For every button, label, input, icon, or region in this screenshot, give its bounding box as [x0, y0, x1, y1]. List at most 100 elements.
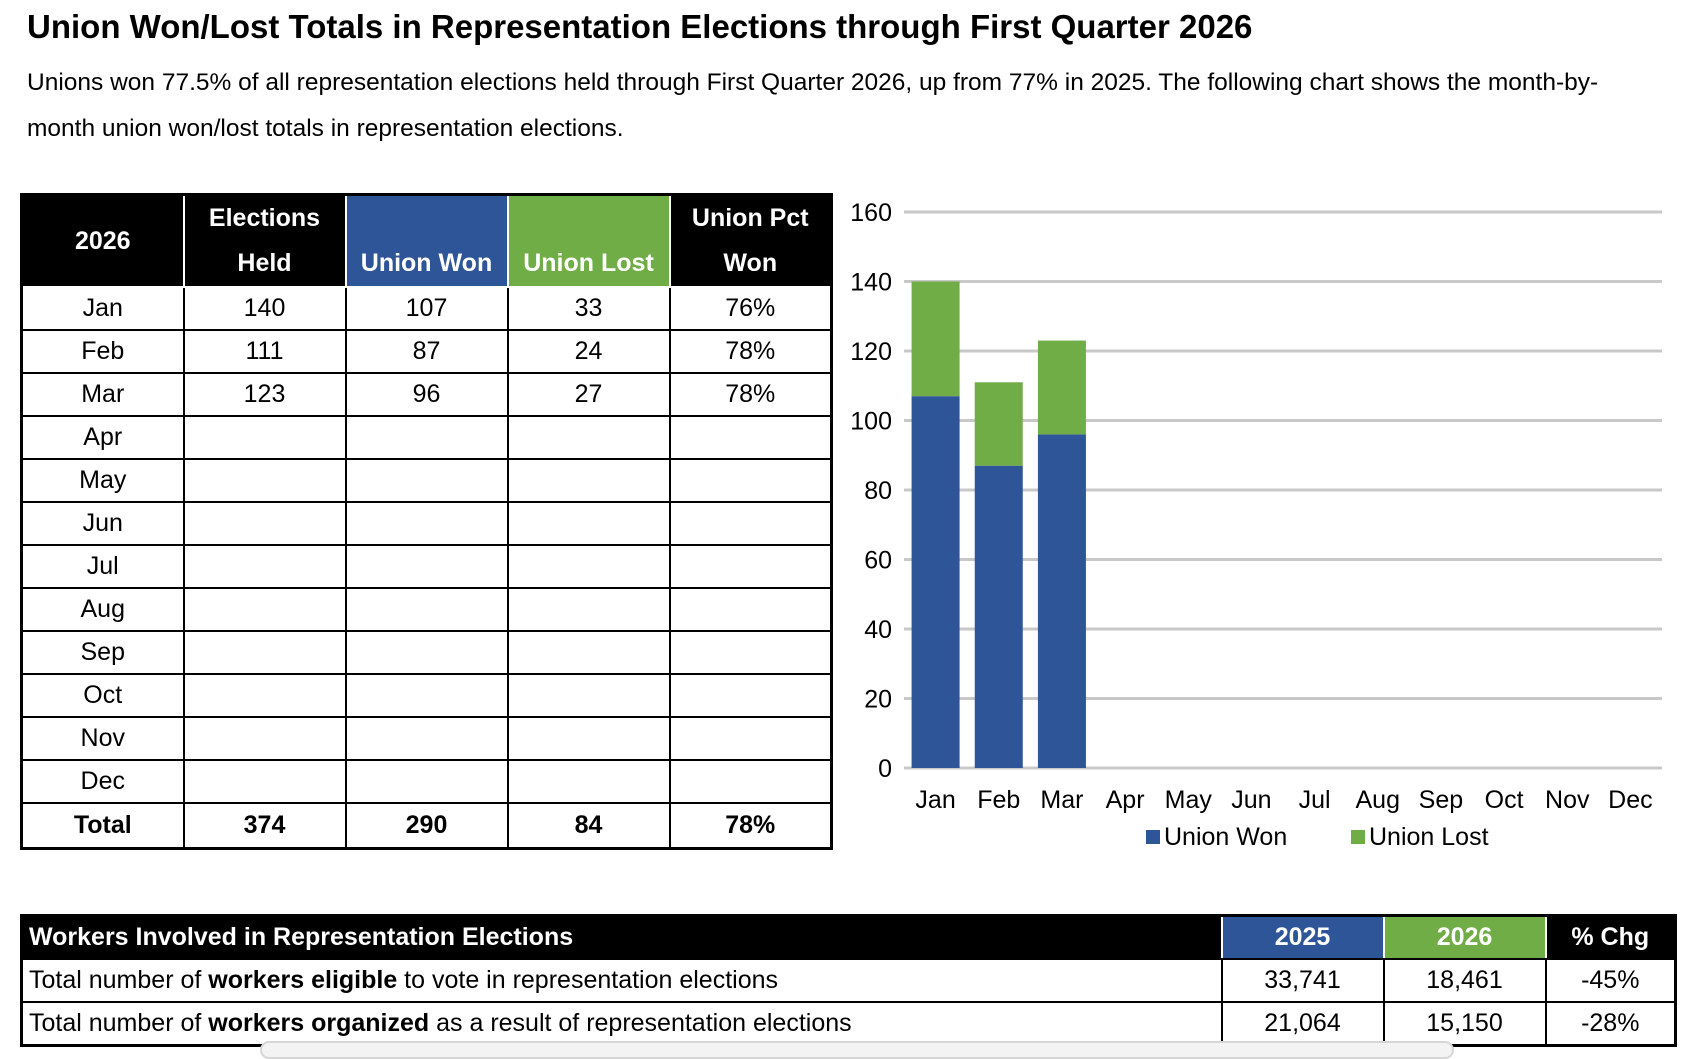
workers-2025-cell: 21,064	[1220, 1001, 1385, 1047]
month-cell-lost	[506, 415, 671, 460]
workers-involved-table: Workers Involved in Representation Elect…	[20, 914, 1677, 1047]
monthly-table-body: Jan 140 107 33 76% Feb 111 87 24 78% Mar 123 96 27 78%…	[20, 286, 833, 850]
chart-legend: Union Won Union Lost	[1146, 823, 1489, 851]
total-cell-won: 290	[344, 802, 509, 850]
legend-swatch	[1351, 830, 1365, 844]
x-tick-label: Jan	[915, 786, 955, 814]
desc-post: as a result of representation elections	[429, 1009, 852, 1037]
monthly-table-header-row: 2026 Elections Held Union Won Union Lost …	[20, 193, 833, 288]
bar-union-won	[911, 396, 960, 768]
month-cell-held: 111	[182, 329, 347, 374]
x-tick-label: Sep	[1419, 786, 1463, 814]
bar-union-won	[974, 465, 1023, 768]
page-title: Union Won/Lost Totals in Representation …	[27, 8, 1253, 45]
x-tick-label: Apr	[1106, 786, 1145, 814]
total-cell-label: Total	[20, 802, 185, 850]
month-cell-won: 87	[344, 329, 509, 374]
x-tick-label: Jun	[1231, 786, 1271, 814]
x-tick-label: Feb	[977, 786, 1020, 814]
workers-header-2025: 2025	[1220, 914, 1385, 960]
month-cell-won	[344, 716, 509, 761]
total-row: Total 374 290 84 78%	[20, 802, 833, 850]
month-cell-month: May	[20, 458, 185, 503]
month-row: Jan 140 107 33 76%	[20, 286, 833, 331]
header-held-line1: Elections	[208, 204, 321, 232]
month-cell-month: Apr	[20, 415, 185, 460]
header-elections-held: Elections Held	[182, 193, 347, 288]
month-cell-held	[182, 716, 347, 761]
month-row: Sep	[20, 630, 833, 675]
y-tick-label: 20	[864, 686, 892, 714]
month-cell-pct	[668, 630, 833, 675]
desc-post: to vote in representation elections	[397, 966, 779, 994]
header-union-won: Union Won	[344, 193, 509, 288]
month-cell-pct	[668, 458, 833, 503]
y-tick-label: 80	[864, 477, 892, 505]
month-cell-won: 96	[344, 372, 509, 417]
horizontal-scrollbar[interactable]	[260, 1041, 1454, 1059]
month-cell-held	[182, 501, 347, 546]
workers-header-2026: 2026	[1382, 914, 1547, 960]
month-cell-held	[182, 587, 347, 632]
header-pct-line2: Won	[723, 249, 778, 277]
header-year: 2026	[20, 193, 185, 288]
x-tick-label: May	[1165, 786, 1213, 814]
won-lost-stacked-bar-chart: 0 20 40 60 80 100 120 140 160 Jan Feb Mar Apr May Jun…	[850, 199, 1662, 851]
month-cell-pct	[668, 544, 833, 589]
month-cell-won	[344, 501, 509, 546]
desc-pre: Total number of	[29, 966, 209, 994]
y-tick-label: 160	[850, 199, 892, 227]
month-cell-won	[344, 759, 509, 804]
month-cell-won	[344, 458, 509, 503]
intro-paragraph: Unions won 77.5% of all representation e…	[27, 69, 1599, 142]
header-union-lost: Union Lost	[506, 193, 671, 288]
bar-union-won	[1037, 434, 1086, 768]
workers-desc-cell: Total number of workers eligible to vote…	[20, 958, 1223, 1003]
month-cell-lost	[506, 759, 671, 804]
month-cell-pct: 78%	[668, 372, 833, 417]
y-tick-label: 0	[878, 755, 892, 783]
total-cell-pct: 78%	[668, 802, 833, 850]
month-row: Nov	[20, 716, 833, 761]
workers-chg-cell: -28%	[1544, 1001, 1677, 1047]
legend-label: Union Lost	[1369, 823, 1489, 851]
workers-header-pct-chg: % Chg	[1544, 914, 1677, 960]
x-tick-label: Dec	[1608, 786, 1652, 814]
month-cell-won	[344, 630, 509, 675]
total-cell-lost: 84	[506, 802, 671, 850]
month-cell-month: Nov	[20, 716, 185, 761]
x-tick-label: Nov	[1545, 786, 1590, 814]
y-tick-label: 100	[850, 408, 892, 436]
month-cell-lost	[506, 501, 671, 546]
month-cell-held	[182, 630, 347, 675]
month-cell-held: 123	[182, 372, 347, 417]
month-cell-month: Feb	[20, 329, 185, 374]
month-cell-won	[344, 587, 509, 632]
month-row: Jun	[20, 501, 833, 546]
month-row: Dec	[20, 759, 833, 804]
month-cell-lost: 27	[506, 372, 671, 417]
month-cell-month: Jul	[20, 544, 185, 589]
workers-table-header-row: Workers Involved in Representation Elect…	[20, 914, 1677, 960]
month-cell-pct	[668, 759, 833, 804]
month-cell-lost	[506, 587, 671, 632]
header-union-pct-won: Union Pct Won	[668, 193, 833, 288]
monthly-elections-table: 2026 Elections Held Union Won Union Lost …	[20, 193, 833, 850]
month-row: Feb 111 87 24 78%	[20, 329, 833, 374]
bar-union-lost	[911, 281, 960, 397]
chart-bars	[911, 281, 1086, 768]
month-cell-lost	[506, 458, 671, 503]
workers-desc-cell: Total number of workers organized as a r…	[20, 1001, 1223, 1047]
month-cell-lost: 24	[506, 329, 671, 374]
workers-2025-cell: 33,741	[1220, 958, 1385, 1003]
month-cell-pct: 76%	[668, 286, 833, 331]
workers-chg-cell: -45%	[1544, 958, 1677, 1003]
y-tick-label: 120	[850, 338, 892, 366]
x-tick-label: Oct	[1485, 786, 1524, 814]
legend-swatch	[1146, 830, 1160, 844]
x-tick-label: Jul	[1299, 786, 1331, 814]
month-cell-held	[182, 673, 347, 718]
month-cell-pct	[668, 673, 833, 718]
workers-row-organized: Total number of workers organized as a r…	[20, 1001, 1677, 1047]
desc-pre: Total number of	[29, 1009, 209, 1037]
